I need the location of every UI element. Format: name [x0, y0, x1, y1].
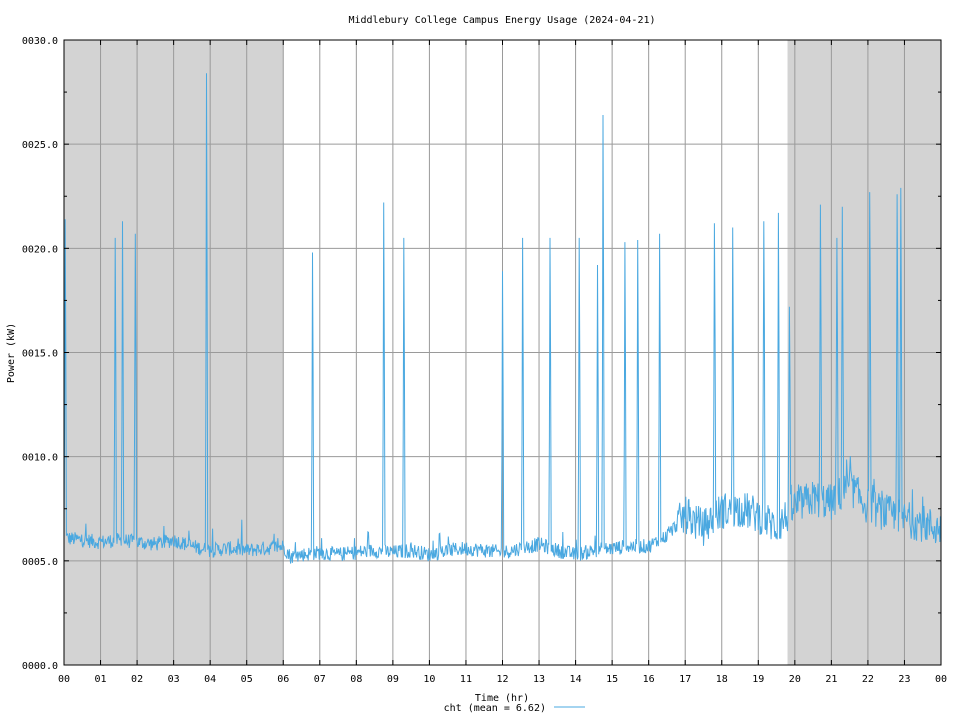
y-tick-label: 0010.0	[22, 453, 58, 464]
series-layer	[63, 73, 942, 564]
x-tick-label: 13	[533, 674, 545, 685]
series-line	[63, 73, 942, 564]
y-tick-label: 0005.0	[22, 557, 58, 568]
x-tick-label: 10	[423, 674, 435, 685]
legend: cht (mean = 6.62)	[444, 703, 585, 714]
x-tick-label: 14	[570, 674, 582, 685]
x-tick-label: 01	[95, 674, 107, 685]
x-tick-label: 07	[314, 674, 326, 685]
x-tick-label: 12	[496, 674, 508, 685]
x-tick-label: 03	[168, 674, 180, 685]
x-tick-label: 22	[862, 674, 874, 685]
x-tick-label: 06	[277, 674, 289, 685]
x-tick-label: 00	[935, 674, 947, 685]
y-tick-label: 0025.0	[22, 140, 58, 151]
x-tick-label: 15	[606, 674, 618, 685]
x-tick-label: 20	[789, 674, 801, 685]
y-tick-label: 0020.0	[22, 244, 58, 255]
x-tick-label: 11	[460, 674, 472, 685]
x-tick-label: 08	[350, 674, 362, 685]
x-tick-label: 19	[752, 674, 764, 685]
x-tick-label: 17	[679, 674, 691, 685]
x-axis-label: Time (hr)	[475, 693, 529, 704]
y-tick-label: 0030.0	[22, 36, 58, 47]
x-tick-label: 04	[204, 674, 216, 685]
y-tick-label: 0015.0	[22, 349, 58, 360]
y-tick-label: 0000.0	[22, 661, 58, 672]
x-tick-label: 18	[716, 674, 728, 685]
axis-ticks: 00 01 02 03 04 05 06 07 08 09 10 11 12 13 14 15 16 17 18 19…	[22, 36, 947, 685]
x-tick-label: 00	[58, 674, 70, 685]
x-tick-label: 05	[241, 674, 253, 685]
x-tick-label: 02	[131, 674, 143, 685]
x-tick-label: 09	[387, 674, 399, 685]
x-tick-label: 16	[643, 674, 655, 685]
x-tick-label: 21	[825, 674, 837, 685]
legend-label: cht (mean = 6.62)	[444, 703, 546, 714]
x-tick-label: 23	[898, 674, 910, 685]
y-axis-label: Power (kW)	[6, 323, 17, 383]
grid-lines	[64, 40, 941, 665]
chart-title: Middlebury College Campus Energy Usage (…	[348, 15, 655, 26]
